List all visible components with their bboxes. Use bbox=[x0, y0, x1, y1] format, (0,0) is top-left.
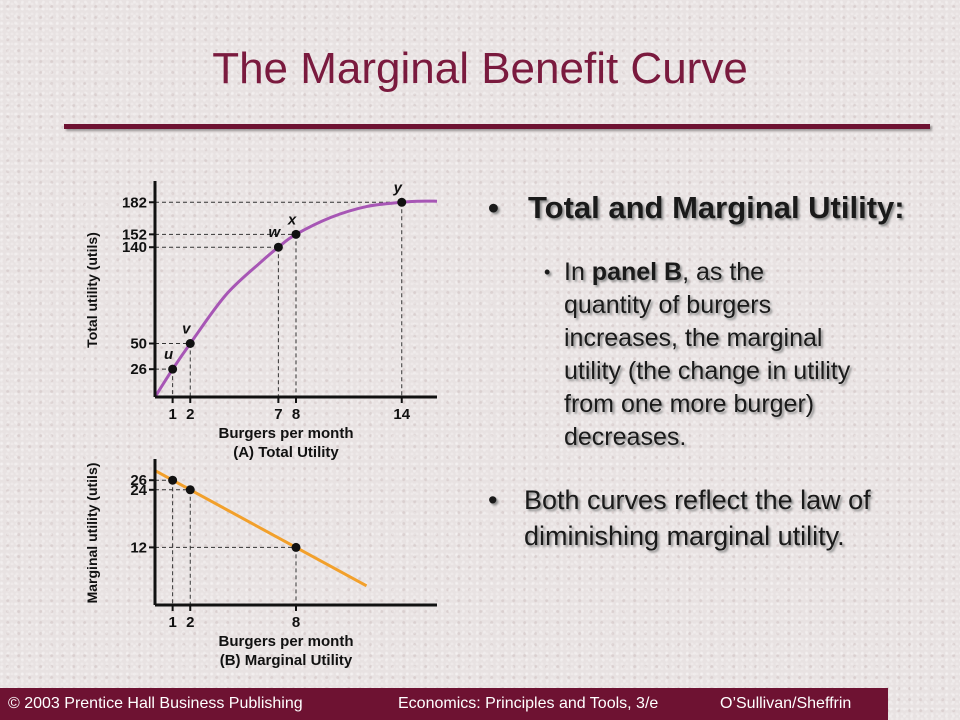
panel-a-point bbox=[185, 339, 195, 348]
footer-copyright: © 2003 Prentice Hall Business Publishing bbox=[8, 695, 303, 712]
panel-a-point-label: u bbox=[164, 346, 173, 363]
panel-b-x-axis-title: Burgers per month bbox=[218, 633, 353, 650]
sub-bullet-rest: , as the quantity of burgers increases, … bbox=[564, 258, 851, 451]
panel-a-y-tick-label: 182 bbox=[122, 194, 147, 211]
panel-a-x-tick-label: 2 bbox=[186, 406, 194, 423]
panel-b-y-tick-label: 12 bbox=[130, 539, 147, 556]
panel-a-point-label: v bbox=[182, 321, 192, 338]
sub-bullet-bold: panel B bbox=[591, 258, 683, 286]
panel-a-point-label: w bbox=[269, 224, 282, 241]
panel-a-y-tick-label: 26 bbox=[130, 361, 147, 378]
bullet-heading: • Total and Marginal Utility: bbox=[488, 188, 948, 228]
panel-b-x-tick-label: 1 bbox=[168, 614, 176, 631]
bullet-conclusion-text: Both curves reflect the law of diminishi… bbox=[524, 485, 871, 551]
footer-bar: © 2003 Prentice Hall Business Publishing… bbox=[0, 688, 888, 720]
sub-bullet: • In panel B, as the quantity of burgers… bbox=[540, 256, 854, 454]
panel-a-point bbox=[291, 229, 301, 239]
panel-b-x-tick-label: 2 bbox=[186, 614, 194, 631]
panel-a-y-tick-label: 140 bbox=[122, 239, 147, 256]
panel-a-point bbox=[273, 242, 283, 252]
bullet-dot-icon: • bbox=[488, 190, 499, 225]
sub-bullet-dot-icon: • bbox=[544, 262, 551, 282]
panel-b-y-tick-label: 26 bbox=[130, 472, 147, 489]
utility-figure: 26 50 140 152 182 1 2 7 8 14 u v w x y Burgers per mont… bbox=[75, 178, 455, 678]
panel-a-y-tick-label: 50 bbox=[130, 336, 147, 353]
footer-book-title: Economics: Principles and Tools, 3/e bbox=[398, 695, 659, 712]
panel-b-point bbox=[168, 475, 178, 485]
panel-b-chart-title: (B) Marginal Utility bbox=[220, 652, 353, 669]
panel-b-y-axis-title: Marginal utility (utils) bbox=[84, 463, 100, 604]
panel-b-x-tick-label: 8 bbox=[292, 614, 300, 631]
panel-b-point bbox=[291, 542, 301, 552]
panel-a-x-tick-label: 7 bbox=[274, 406, 282, 423]
bullet-list: • Total and Marginal Utility: • In panel… bbox=[488, 188, 948, 554]
panel-a-x-tick-label: 1 bbox=[168, 406, 176, 423]
panel-a-x-tick-label: 8 bbox=[292, 406, 300, 423]
bullet-dot-icon: • bbox=[488, 485, 498, 515]
bullet-heading-text: Total and Marginal Utility: bbox=[528, 190, 905, 225]
panel-a-y-tick-label: 152 bbox=[122, 226, 147, 243]
panel-a-x-axis-title: Burgers per month bbox=[218, 425, 353, 442]
panel-a-point bbox=[168, 364, 178, 374]
slide-title: The Marginal Benefit Curve bbox=[212, 44, 748, 93]
panel-a-point-label: y bbox=[393, 179, 403, 196]
panel-a-point bbox=[397, 197, 407, 207]
panel-a-point-label: x bbox=[287, 211, 297, 228]
title-divider bbox=[64, 124, 930, 129]
panel-a-chart-title: (A) Total Utility bbox=[233, 444, 339, 461]
panel-b-y-tick-label: 24 bbox=[130, 482, 147, 499]
sub-bullet-prefix: In bbox=[564, 258, 592, 286]
panel-a-y-axis-title: Total utility (utils) bbox=[84, 232, 100, 348]
panel-a-x-tick-label: 14 bbox=[393, 406, 410, 423]
panel-b-point bbox=[185, 485, 195, 495]
bullet-conclusion: • Both curves reflect the law of diminis… bbox=[488, 482, 948, 554]
footer-authors: O’Sullivan/Sheffrin bbox=[720, 695, 852, 712]
